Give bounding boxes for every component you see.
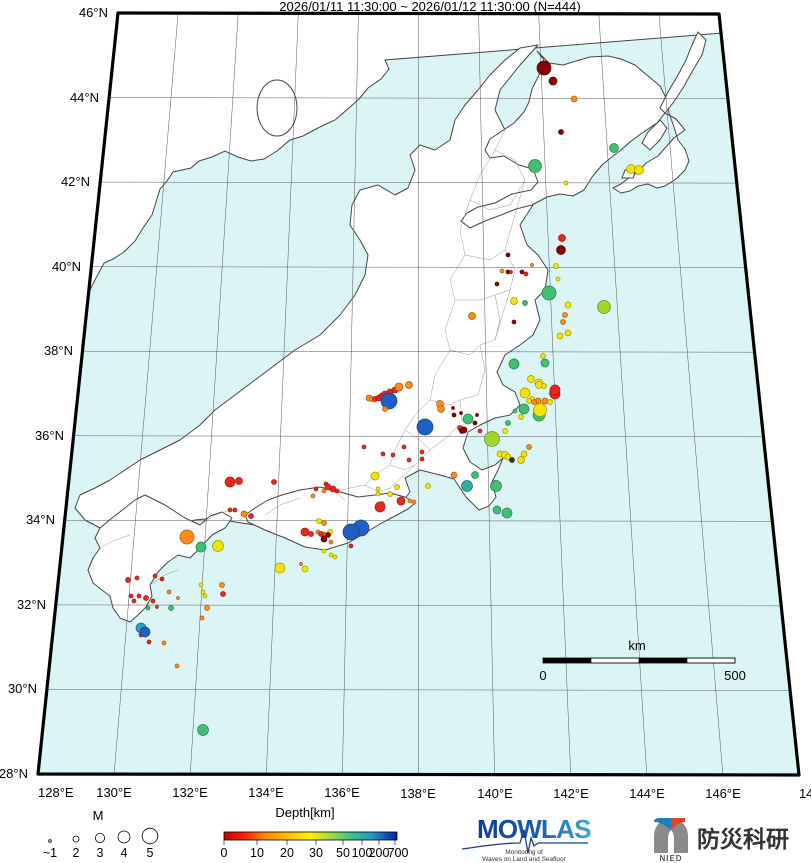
svg-text:40°N: 40°N bbox=[52, 259, 81, 274]
svg-text:36°N: 36°N bbox=[35, 428, 64, 443]
svg-text:NIED: NIED bbox=[659, 854, 682, 863]
svg-text:142°E: 142°E bbox=[553, 786, 589, 801]
svg-text:128°E: 128°E bbox=[38, 785, 74, 800]
svg-text:2: 2 bbox=[73, 846, 80, 860]
svg-text:28°N: 28°N bbox=[0, 766, 28, 781]
svg-text:134°E: 134°E bbox=[248, 785, 284, 800]
svg-text:20: 20 bbox=[280, 846, 294, 860]
svg-text:5: 5 bbox=[147, 846, 154, 860]
svg-text:146°E: 146°E bbox=[705, 786, 741, 801]
svg-text:42°N: 42°N bbox=[61, 174, 90, 189]
svg-text:132°E: 132°E bbox=[172, 785, 208, 800]
svg-text:200: 200 bbox=[369, 846, 390, 860]
svg-text:Depth[km]: Depth[km] bbox=[275, 805, 334, 820]
svg-text:Waves on Land and Seafloor: Waves on Land and Seafloor bbox=[482, 856, 566, 863]
svg-text:46°N: 46°N bbox=[79, 5, 108, 20]
svg-text:50: 50 bbox=[336, 846, 350, 860]
svg-text:140°E: 140°E bbox=[477, 786, 513, 801]
svg-text:30°N: 30°N bbox=[8, 681, 37, 696]
svg-text:44°N: 44°N bbox=[70, 90, 99, 105]
svg-text:防災科研: 防災科研 bbox=[697, 826, 789, 852]
svg-text:144°E: 144°E bbox=[629, 786, 665, 801]
svg-text:0: 0 bbox=[539, 668, 546, 683]
svg-text:32°N: 32°N bbox=[17, 597, 46, 612]
svg-text:136°E: 136°E bbox=[324, 785, 360, 800]
svg-text:4: 4 bbox=[121, 846, 128, 860]
svg-text:2026/01/11 11:30:00 ~ 2026/01/: 2026/01/11 11:30:00 ~ 2026/01/12 11:30:0… bbox=[279, 0, 580, 14]
svg-text:34°N: 34°N bbox=[26, 512, 55, 527]
svg-text:0: 0 bbox=[221, 846, 228, 860]
svg-text:148°E: 148°E bbox=[799, 786, 811, 801]
svg-text:MOWLAS: MOWLAS bbox=[477, 814, 591, 844]
svg-text:38°N: 38°N bbox=[44, 343, 73, 358]
svg-text:M: M bbox=[93, 808, 104, 823]
svg-text:10: 10 bbox=[250, 846, 264, 860]
svg-text:3: 3 bbox=[97, 846, 104, 860]
svg-text:~1: ~1 bbox=[43, 846, 57, 860]
svg-text:138°E: 138°E bbox=[400, 786, 436, 801]
svg-text:700: 700 bbox=[388, 846, 409, 860]
svg-text:km: km bbox=[628, 638, 645, 653]
svg-text:30: 30 bbox=[309, 846, 323, 860]
svg-text:500: 500 bbox=[724, 668, 746, 683]
svg-text:Monitoring of: Monitoring of bbox=[505, 849, 543, 856]
svg-text:130°E: 130°E bbox=[96, 785, 132, 800]
